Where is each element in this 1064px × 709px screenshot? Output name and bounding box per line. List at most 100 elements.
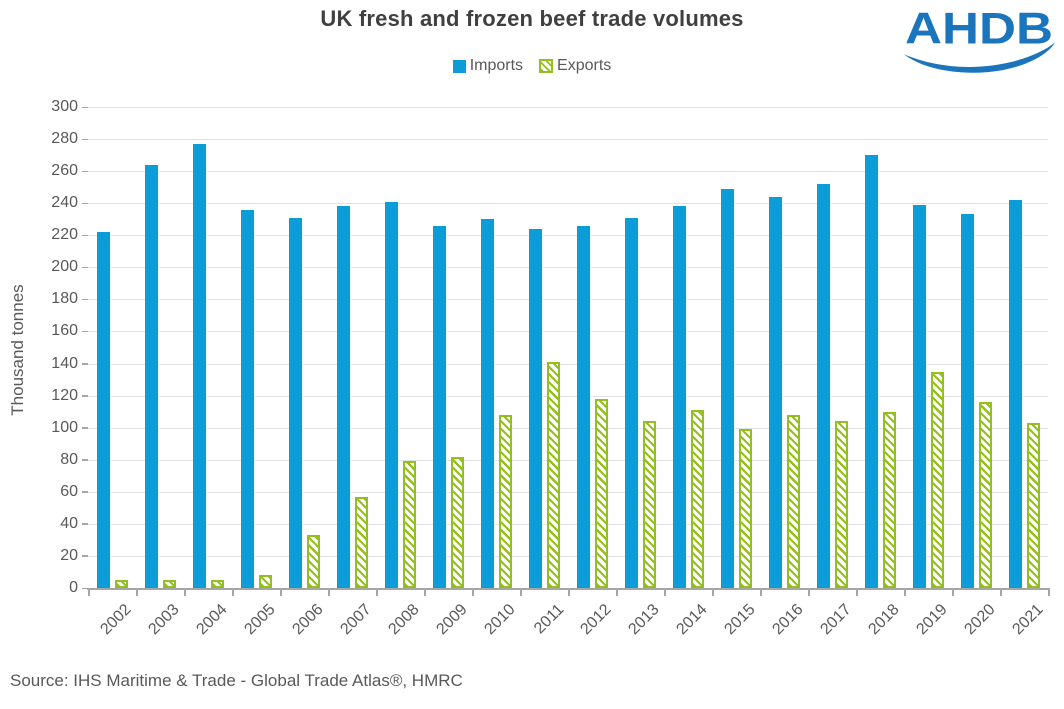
- x-axis-label-2010: 2010: [481, 601, 520, 639]
- y-axis-title: Thousand tonnes: [8, 284, 27, 416]
- bar-exports-2019: [930, 371, 944, 588]
- bar-exports-2016: [786, 414, 800, 588]
- y-tick-label-280: 280: [51, 130, 78, 148]
- imports-legend-label: Imports: [469, 57, 524, 74]
- gridline-300: [88, 107, 1048, 108]
- bar-imports-2017: [816, 183, 830, 588]
- bar-exports-2002: [114, 579, 128, 588]
- x-axis-label-2011: 2011: [530, 601, 568, 638]
- x-axis-label-2016: 2016: [769, 601, 808, 639]
- y-tick-label-20: 20: [60, 546, 78, 564]
- x-axis-label-2021: 2021: [1009, 601, 1048, 639]
- x-axis-label-2006: 2006: [289, 601, 328, 639]
- bar-imports-2013: [624, 217, 638, 588]
- y-tick-mark-80: [82, 459, 88, 461]
- bar-imports-2018: [864, 155, 878, 588]
- x-tick-mark-20: [1048, 590, 1050, 596]
- x-tick-mark-6: [376, 590, 378, 596]
- bar-exports-2013: [642, 421, 656, 588]
- x-axis-label-2013: 2013: [625, 601, 664, 639]
- y-tick-mark-300: [82, 106, 88, 108]
- x-tick-mark-14: [760, 590, 762, 596]
- x-axis-label-2008: 2008: [385, 601, 424, 639]
- y-tick-label-80: 80: [60, 450, 78, 468]
- bar-imports-2020: [960, 214, 974, 588]
- x-axis-label-2002: 2002: [97, 601, 136, 639]
- gridline-100: [88, 427, 1048, 429]
- x-axis-label-2012: 2012: [577, 601, 616, 639]
- bar-exports-2004: [210, 579, 224, 588]
- y-tick-mark-220: [82, 234, 88, 237]
- gridline-280: [88, 139, 1048, 141]
- y-tick-label-100: 100: [51, 418, 78, 436]
- y-tick-label-180: 180: [51, 290, 78, 308]
- bar-imports-2012: [576, 225, 590, 588]
- y-tick-label-300: 300: [51, 98, 78, 115]
- bar-imports-2004: [192, 143, 206, 588]
- bar-exports-2015: [738, 429, 752, 588]
- y-tick-label-160: 160: [51, 322, 78, 340]
- y-tick-label-0: 0: [69, 579, 78, 596]
- gridline-200: [88, 267, 1048, 269]
- y-tick-label-240: 240: [51, 194, 78, 212]
- bar-exports-2011: [546, 361, 560, 588]
- bar-imports-2003: [144, 164, 158, 588]
- bar-exports-2021: [1026, 422, 1040, 588]
- bar-imports-2019: [912, 204, 926, 588]
- bar-exports-2009: [450, 456, 464, 588]
- bar-exports-2012: [594, 398, 608, 588]
- x-tick-mark-10: [568, 590, 570, 596]
- x-tick-mark-12: [664, 590, 666, 596]
- gridline-20: [88, 555, 1048, 557]
- y-tick-label-220: 220: [51, 226, 78, 244]
- x-axis-label-2018: 2018: [865, 601, 904, 639]
- gridline-140: [88, 363, 1048, 365]
- bar-imports-2011: [528, 228, 542, 588]
- bar-imports-2009: [432, 225, 446, 588]
- bar-exports-2020: [978, 402, 992, 588]
- bar-exports-2005: [258, 575, 272, 588]
- x-axis-label-2019: 2019: [913, 601, 952, 639]
- x-tick-mark-18: [952, 590, 954, 596]
- y-tick-mark-120: [82, 395, 88, 397]
- x-tick-mark-5: [328, 590, 330, 596]
- bar-exports-2007: [354, 496, 368, 588]
- bar-exports-2014: [690, 410, 704, 588]
- y-tick-label-140: 140: [51, 354, 78, 372]
- x-axis-label-2007: 2007: [337, 601, 376, 639]
- y-tick-label-60: 60: [60, 482, 78, 500]
- gridline-120: [88, 395, 1048, 397]
- bar-exports-2018: [882, 411, 896, 588]
- bar-imports-2016: [768, 196, 782, 588]
- gridline-60: [88, 491, 1048, 493]
- bar-exports-2010: [498, 414, 512, 588]
- legend: Imports Exports: [0, 57, 1064, 75]
- gridline-220: [88, 235, 1048, 237]
- y-tick-mark-240: [82, 202, 88, 205]
- gridline-40: [88, 523, 1048, 525]
- y-tick-mark-200: [82, 266, 88, 269]
- y-tick-mark-160: [82, 330, 88, 333]
- x-tick-mark-16: [856, 590, 858, 596]
- y-tick-label-200: 200: [51, 258, 78, 276]
- y-tick-mark-260: [82, 170, 88, 173]
- x-tick-mark-2: [184, 590, 186, 596]
- legend-item-imports: Imports: [452, 57, 524, 75]
- bar-imports-2007: [336, 206, 350, 588]
- x-tick-mark-8: [472, 590, 474, 596]
- y-tick-mark-280: [82, 138, 88, 141]
- y-tick-label-40: 40: [60, 514, 78, 532]
- x-axis-line: [87, 588, 1050, 590]
- bar-imports-2008: [384, 201, 398, 588]
- y-tick-mark-20: [82, 555, 88, 557]
- x-tick-mark-11: [616, 590, 618, 596]
- x-axis-label-2003: 2003: [145, 601, 184, 639]
- gridline-80: [88, 459, 1048, 461]
- y-tick-mark-100: [82, 427, 88, 429]
- x-tick-mark-9: [520, 590, 522, 596]
- x-tick-mark-7: [424, 590, 426, 596]
- x-axis-label-2017: 2017: [817, 601, 856, 639]
- gridline-160: [88, 331, 1048, 333]
- exports-legend-label: Exports: [557, 57, 612, 74]
